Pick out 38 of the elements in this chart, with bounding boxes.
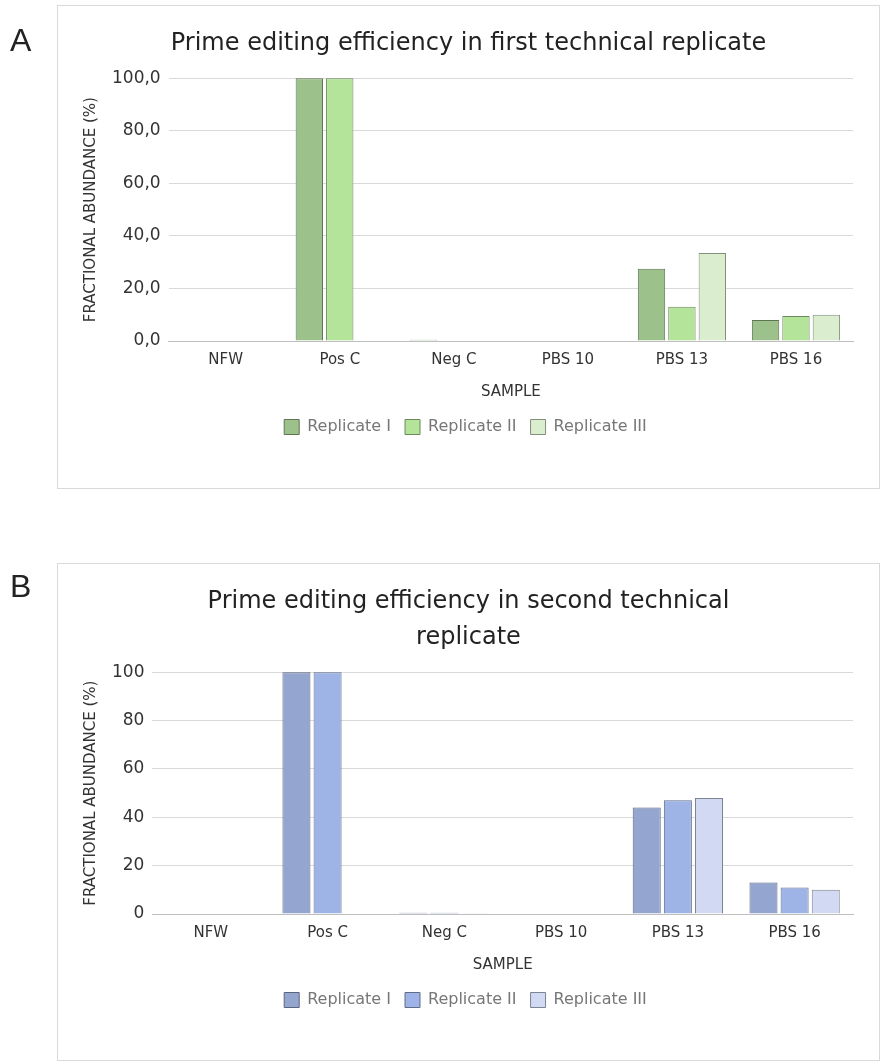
legend-label: Replicate III	[553, 989, 647, 1009]
legend-label: Replicate I	[307, 989, 392, 1009]
x-tick-label: NFW	[193, 922, 229, 941]
y-tick-label: 100,0	[112, 66, 161, 87]
y-tick-label: 40	[122, 805, 145, 826]
text: B	[10, 568, 32, 605]
x-tick-label: Neg C	[421, 922, 467, 941]
x-tick-label: NFW	[208, 349, 244, 368]
x-tick-label: PBS 13	[655, 349, 709, 368]
x-axis-title: SAMPLE	[472, 954, 533, 973]
x-tick-label: Pos C	[307, 922, 348, 941]
y-axis-title: FRACTIONAL ABUNDANCE (%)	[80, 97, 99, 323]
x-tick-label: PBS 10	[534, 922, 588, 941]
x-tick-label: Pos C	[319, 349, 361, 368]
y-tick-label: 80,0	[122, 119, 161, 140]
y-tick-label: 100	[111, 660, 145, 681]
y-tick-label: 20	[122, 854, 145, 875]
text: A	[10, 22, 32, 59]
y-tick-label: 60,0	[122, 171, 161, 192]
legend-label: Replicate III	[553, 416, 647, 436]
y-axis-title: FRACTIONAL ABUNDANCE (%)	[80, 680, 99, 906]
legend-label: Replicate I	[307, 416, 392, 436]
x-tick-label: PBS 16	[769, 349, 823, 368]
legend-label: Replicate II	[428, 416, 517, 436]
y-tick-label: 40,0	[122, 224, 161, 245]
y-tick-label: 0	[133, 902, 145, 923]
y-tick-label: 20,0	[122, 276, 161, 297]
x-tick-label: PBS 16	[768, 922, 821, 941]
y-tick-label: 80	[122, 708, 145, 729]
chart-title: Prime editing efficiency in first technical replicate	[169, 27, 768, 58]
y-tick-label: 60	[122, 757, 145, 778]
x-tick-label: PBS 13	[651, 922, 705, 941]
x-tick-label: PBS 10	[541, 349, 595, 368]
chart-title: Prime editing efficiency in second technical replicate	[206, 585, 731, 652]
x-axis-title: SAMPLE	[480, 381, 541, 400]
y-tick-label: 0,0	[133, 329, 161, 350]
x-tick-label: Neg C	[431, 349, 477, 368]
legend-label: Replicate II	[428, 989, 517, 1009]
